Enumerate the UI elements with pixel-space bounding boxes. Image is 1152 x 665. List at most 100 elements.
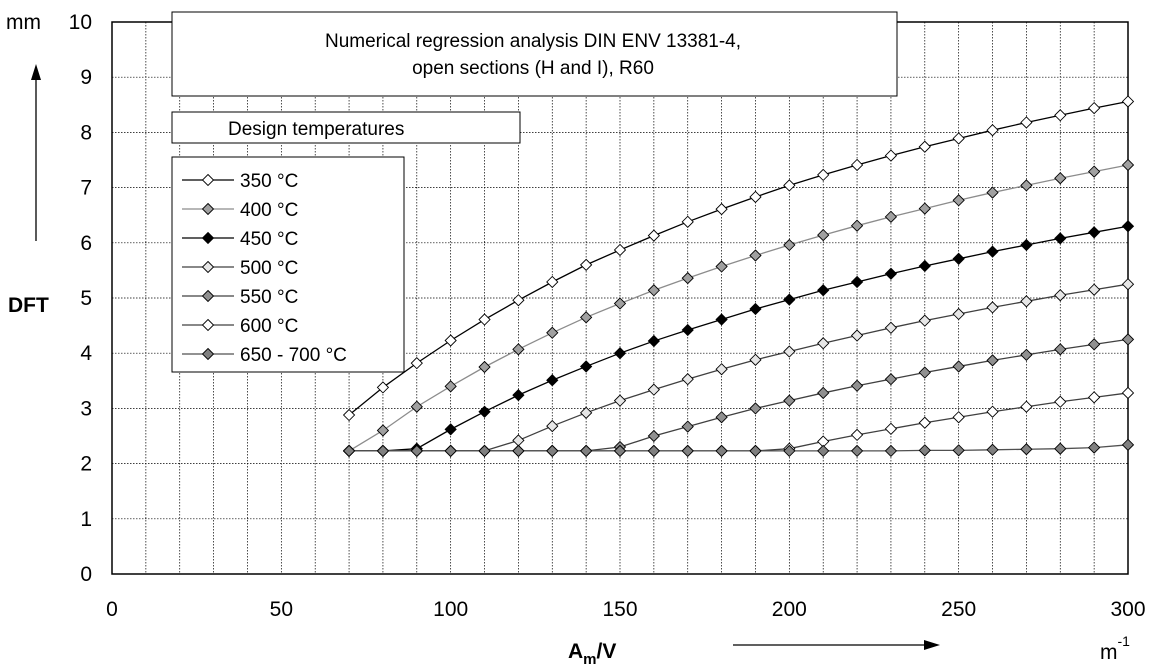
- data-point: [613, 394, 627, 407]
- data-point: [817, 337, 830, 350]
- data-point: [918, 366, 931, 379]
- series-1: [342, 95, 1135, 422]
- data-point: [884, 422, 898, 435]
- legend-marker: [201, 231, 215, 245]
- data-point: [1020, 116, 1033, 129]
- data-point: [952, 194, 965, 207]
- data-point: [817, 444, 830, 458]
- data-point: [1054, 442, 1067, 455]
- data-point: [410, 356, 423, 370]
- data-point: [986, 354, 999, 367]
- data-point: [579, 406, 593, 419]
- data-point: [1087, 283, 1101, 296]
- legend-marker: [201, 289, 215, 303]
- data-point: [681, 215, 694, 228]
- legend-label: 350 °C: [240, 171, 298, 192]
- y-axis-arrow-icon: [31, 64, 41, 80]
- data-point: [1121, 386, 1135, 400]
- data-point: [579, 360, 593, 373]
- y-tick-label: 6: [80, 232, 92, 255]
- data-point: [647, 429, 661, 443]
- y-tick-label: 4: [80, 342, 92, 365]
- data-point: [1020, 238, 1033, 252]
- legend-label: 400 °C: [240, 200, 298, 221]
- data-point: [783, 444, 796, 458]
- data-point: [342, 408, 356, 422]
- x-unit-label: m-1: [1100, 633, 1130, 664]
- data-point: [444, 444, 457, 458]
- data-point: [444, 334, 457, 347]
- legend-marker: [201, 202, 215, 216]
- data-point: [512, 444, 525, 458]
- y-tick-label: 0: [80, 563, 92, 586]
- title-box: [171, 11, 898, 97]
- data-point: [613, 297, 627, 310]
- data-point: [850, 444, 864, 458]
- legend-marker: [201, 173, 215, 187]
- y-tick-label: 3: [80, 397, 92, 420]
- data-point: [884, 149, 898, 162]
- data-point: [817, 386, 830, 400]
- data-point: [1121, 278, 1135, 291]
- data-point: [376, 444, 390, 458]
- data-point: [579, 311, 593, 324]
- data-point: [1087, 441, 1101, 454]
- x-tick-label: 250: [941, 598, 976, 621]
- legend-title-box: [171, 111, 521, 144]
- data-point: [850, 219, 864, 232]
- data-point: [1020, 348, 1033, 361]
- data-point: [1121, 158, 1135, 172]
- data-point: [1087, 101, 1101, 115]
- x-axis-arrow-icon: [924, 640, 940, 650]
- legend-label: 450 °C: [240, 229, 298, 250]
- x-tick-label: 200: [772, 598, 807, 621]
- y-tick-label: 1: [80, 508, 92, 531]
- data-point: [681, 323, 694, 337]
- data-point: [1020, 179, 1033, 192]
- y-unit-label: mm: [6, 11, 41, 34]
- legend-item: 500 °C: [182, 258, 298, 279]
- data-point: [546, 374, 559, 387]
- data-point: [647, 334, 661, 348]
- chart-title-line-2: open sections (H and I), R60: [412, 58, 654, 79]
- data-point: [376, 381, 390, 394]
- data-point: [1020, 295, 1033, 308]
- data-point: [986, 301, 999, 314]
- legend-marker: [201, 260, 215, 274]
- data-point: [715, 363, 728, 376]
- data-point: [817, 168, 830, 182]
- data-point: [478, 313, 491, 326]
- legend-label: 550 °C: [240, 287, 298, 308]
- data-point: [1020, 400, 1033, 413]
- series-3: [342, 220, 1135, 458]
- data-point: [1054, 232, 1067, 245]
- data-point: [512, 343, 525, 356]
- data-point: [918, 202, 931, 215]
- data-point: [918, 140, 931, 153]
- legend-item: 350 °C: [182, 171, 298, 192]
- data-point: [783, 293, 796, 306]
- y-tick-label: 2: [80, 453, 92, 476]
- data-point: [681, 444, 694, 458]
- data-point: [1087, 165, 1101, 178]
- data-point: [478, 444, 491, 458]
- data-point: [647, 444, 661, 458]
- series-2: [342, 158, 1135, 458]
- data-point: [986, 443, 999, 456]
- data-point: [749, 190, 762, 204]
- data-point: [850, 428, 864, 442]
- series-4: [342, 278, 1135, 458]
- legend-label: 500 °C: [240, 258, 298, 279]
- data-point: [1087, 391, 1101, 404]
- y-tick-label: 5: [80, 287, 92, 310]
- data-point: [783, 394, 796, 407]
- x-tick-label: 300: [1110, 598, 1145, 621]
- data-point: [749, 402, 762, 415]
- data-point: [444, 423, 457, 436]
- data-point: [817, 284, 830, 297]
- data-point: [850, 379, 864, 392]
- data-point: [884, 321, 898, 334]
- data-point: [613, 243, 627, 257]
- data-point: [410, 444, 423, 458]
- data-point: [850, 329, 864, 342]
